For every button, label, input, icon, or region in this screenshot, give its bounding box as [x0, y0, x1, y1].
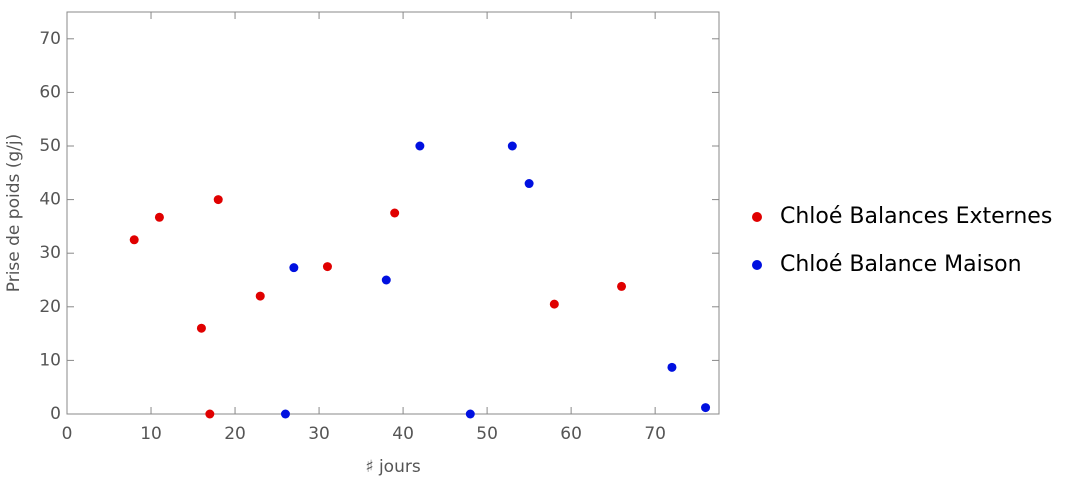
y-tick-label: 20: [39, 297, 61, 317]
legend: Chloé Balances Externes Chloé Balance Mai…: [752, 204, 1052, 277]
plot-frame: [66, 11, 720, 415]
x-axis-label: ♯ jours: [365, 457, 421, 477]
x-tick-label: 30: [308, 424, 330, 444]
x-tick-label: 0: [62, 424, 73, 444]
x-tick-label: 10: [140, 424, 162, 444]
point: [507, 141, 517, 151]
point: [154, 212, 164, 222]
point: [415, 141, 425, 151]
point: [381, 275, 391, 285]
y-tick-label: 40: [39, 190, 61, 210]
point: [617, 281, 627, 291]
point: [213, 195, 223, 205]
y-tick-label: 0: [50, 404, 61, 424]
point: [289, 263, 299, 273]
y-tick-label: 60: [39, 82, 61, 102]
legend-label: Chloé Balances Externes: [780, 204, 1052, 229]
y-tick-label: 10: [39, 350, 61, 370]
point: [255, 291, 265, 301]
point: [701, 403, 711, 413]
point: [465, 409, 475, 419]
legend-label: Chloé Balance Maison: [780, 252, 1022, 277]
x-tick-label: 70: [644, 424, 666, 444]
y-tick-label: 70: [39, 29, 61, 49]
point: [390, 208, 400, 218]
x-tick-label: 40: [392, 424, 414, 444]
point: [196, 323, 206, 333]
x-tick-label: 20: [224, 424, 246, 444]
y-tick-label: 50: [39, 136, 61, 156]
point: [129, 235, 139, 245]
y-tick-label: 30: [39, 243, 61, 263]
point: [549, 299, 559, 309]
point: [322, 262, 332, 272]
legend-marker: [752, 212, 762, 222]
point: [205, 409, 215, 419]
x-tick-label: 50: [476, 424, 498, 444]
y-axis-label: Prise de poids (g/j): [4, 134, 24, 293]
point: [280, 409, 290, 419]
legend-marker: [752, 260, 762, 270]
point: [667, 362, 677, 372]
point: [524, 179, 534, 189]
x-tick-label: 60: [560, 424, 582, 444]
